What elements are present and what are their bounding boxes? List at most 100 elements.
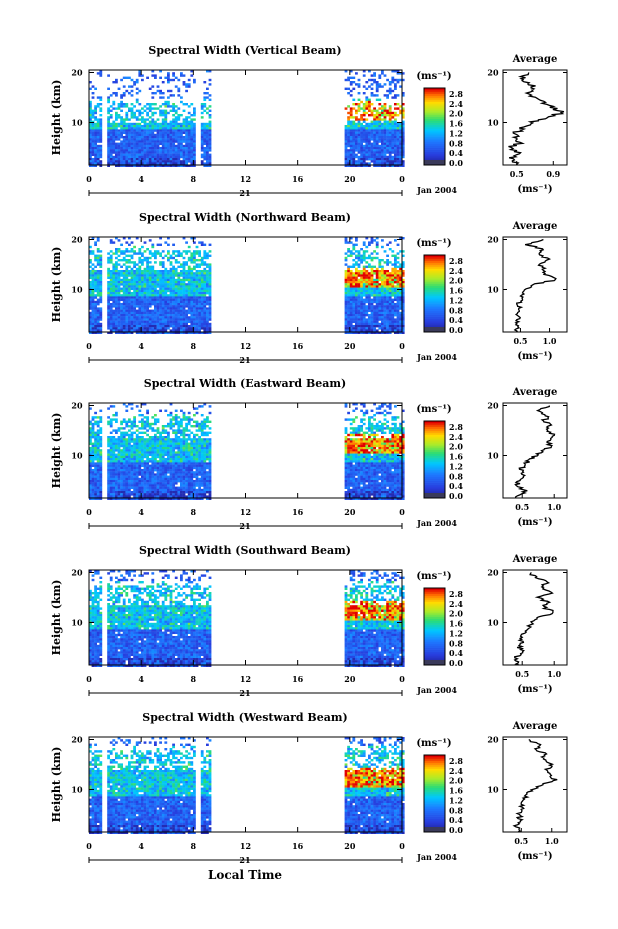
average-title: Average bbox=[512, 221, 558, 232]
average-x-tick-label: 0.5 bbox=[510, 169, 524, 179]
colorbar-tick-label: 1.6 bbox=[449, 452, 463, 462]
heatmap-cells bbox=[89, 737, 405, 834]
y-axis-label: Height (km) bbox=[50, 247, 63, 323]
colorbar-unit: (ms⁻¹) bbox=[416, 571, 451, 582]
average-y-tick-label: 20 bbox=[487, 401, 499, 411]
x-tick-label: 20 bbox=[344, 341, 356, 351]
colorbar-tick-label: 2.0 bbox=[449, 109, 463, 119]
colorbar-tick-label: 1.2 bbox=[449, 628, 463, 638]
average-frame bbox=[502, 69, 568, 166]
average-x-tick-label: 0.5 bbox=[515, 502, 529, 512]
colorbar-tick-label: 0.8 bbox=[449, 471, 463, 481]
colorbar-tick-label: 0.8 bbox=[449, 138, 463, 148]
beam-panel-3: Spectral Width (Southward Beam) 10 20 Heigh… bbox=[50, 544, 568, 698]
heatmap-cells bbox=[89, 70, 405, 167]
panel-title: Spectral Width (Eastward Beam) bbox=[144, 377, 346, 390]
x-tick-label: 4 bbox=[138, 341, 144, 351]
colorbar-tick-label: 0.0 bbox=[449, 158, 463, 168]
y-tick-label: 10 bbox=[71, 118, 83, 128]
x-tick-label: 16 bbox=[292, 174, 304, 184]
x-tick-label: 20 bbox=[344, 841, 356, 851]
date-label: Jan 2004 bbox=[416, 518, 457, 528]
colorbar-tick-label: 2.8 bbox=[449, 422, 463, 432]
colorbar-unit: (ms⁻¹) bbox=[416, 238, 451, 249]
day-label: 21 bbox=[239, 355, 250, 365]
colorbar-tick-label: 1.2 bbox=[449, 795, 463, 805]
x-tick-label: 0 bbox=[399, 841, 405, 851]
y-tick-label: 20 bbox=[71, 401, 83, 411]
average-y-tick-label: 10 bbox=[487, 451, 499, 461]
average-y-tick-label: 20 bbox=[487, 568, 499, 578]
panel-title: Spectral Width (Vertical Beam) bbox=[148, 44, 341, 57]
average-title: Average bbox=[512, 387, 558, 398]
y-axis-label: Height (km) bbox=[50, 80, 63, 156]
date-label: Jan 2004 bbox=[416, 852, 457, 862]
average-x-tick-label: 1.0 bbox=[543, 336, 557, 346]
average-x-tick-label: 0.9 bbox=[546, 169, 560, 179]
colorbar-tick-label: 2.0 bbox=[449, 442, 463, 452]
average-x-tick-label: 1.0 bbox=[545, 836, 559, 846]
heatmap-cells bbox=[89, 403, 405, 500]
colorbar-tick-label: 0.4 bbox=[449, 315, 463, 325]
average-frame bbox=[502, 736, 568, 833]
average-x-label: (ms⁻¹) bbox=[517, 517, 552, 528]
colorbar-tick-label: 0.0 bbox=[449, 825, 463, 835]
colorbar-tick-label: 2.4 bbox=[449, 599, 463, 609]
average-profile-line bbox=[513, 238, 557, 333]
x-tick-label: 20 bbox=[344, 674, 356, 684]
colorbar-tick-label: 2.8 bbox=[449, 589, 463, 599]
y-tick-label: 20 bbox=[71, 735, 83, 745]
beam-panel-1: Spectral Width (Northward Beam) 10 20 Heigh… bbox=[50, 211, 568, 365]
colorbar bbox=[424, 255, 445, 333]
y-axis-label: Height (km) bbox=[50, 747, 63, 823]
date-label: Jan 2004 bbox=[416, 352, 457, 362]
colorbar-tick-label: 2.8 bbox=[449, 89, 463, 99]
average-profile-line bbox=[514, 405, 556, 499]
x-tick-label: 8 bbox=[191, 841, 197, 851]
colorbar-frame bbox=[423, 87, 446, 166]
colorbar-unit: (ms⁻¹) bbox=[416, 738, 451, 749]
x-tick-label: 0 bbox=[86, 507, 92, 517]
heatmap-cells bbox=[89, 237, 405, 334]
colorbar-tick-label: 0.0 bbox=[449, 491, 463, 501]
average-x-tick-label: 0.5 bbox=[515, 669, 529, 679]
x-tick-label: 8 bbox=[191, 174, 197, 184]
colorbar-tick-label: 2.0 bbox=[449, 276, 463, 286]
average-frame bbox=[502, 402, 568, 499]
colorbar-tick-label: 1.2 bbox=[449, 461, 463, 471]
x-tick-label: 16 bbox=[292, 841, 304, 851]
day-label: 21 bbox=[239, 688, 250, 698]
date-label: Jan 2004 bbox=[416, 685, 457, 695]
y-axis-label: Height (km) bbox=[50, 413, 63, 489]
colorbar-tick-label: 0.8 bbox=[449, 638, 463, 648]
x-tick-label: 4 bbox=[138, 507, 144, 517]
y-axis-label: Height (km) bbox=[50, 580, 63, 656]
x-tick-label: 12 bbox=[240, 507, 251, 517]
colorbar-frame bbox=[423, 587, 446, 666]
x-axis-label: Local Time bbox=[208, 868, 282, 882]
x-tick-label: 20 bbox=[344, 507, 356, 517]
average-title: Average bbox=[512, 554, 558, 565]
colorbar bbox=[424, 588, 445, 666]
x-tick-label: 8 bbox=[191, 507, 197, 517]
colorbar-tick-label: 0.4 bbox=[449, 148, 463, 158]
colorbar-tick-label: 2.0 bbox=[449, 609, 463, 619]
colorbar-tick-label: 0.4 bbox=[449, 815, 463, 825]
average-title: Average bbox=[512, 54, 558, 65]
colorbar-tick-label: 0.0 bbox=[449, 325, 463, 335]
average-profile-line bbox=[508, 72, 565, 166]
colorbar-tick-label: 1.2 bbox=[449, 295, 463, 305]
panel-title: Spectral Width (Westward Beam) bbox=[142, 711, 347, 724]
colorbar-tick-label: 2.4 bbox=[449, 99, 463, 109]
x-tick-label: 0 bbox=[399, 507, 405, 517]
colorbar-tick-label: 0.8 bbox=[449, 305, 463, 315]
average-y-tick-label: 20 bbox=[487, 68, 499, 78]
colorbar-frame bbox=[423, 754, 446, 833]
x-tick-label: 16 bbox=[292, 341, 304, 351]
x-tick-label: 12 bbox=[240, 674, 251, 684]
average-y-tick-label: 10 bbox=[487, 785, 499, 795]
panel-title: Spectral Width (Southward Beam) bbox=[139, 544, 351, 557]
colorbar bbox=[424, 421, 445, 499]
x-tick-label: 8 bbox=[191, 341, 197, 351]
colorbar-tick-label: 2.0 bbox=[449, 776, 463, 786]
